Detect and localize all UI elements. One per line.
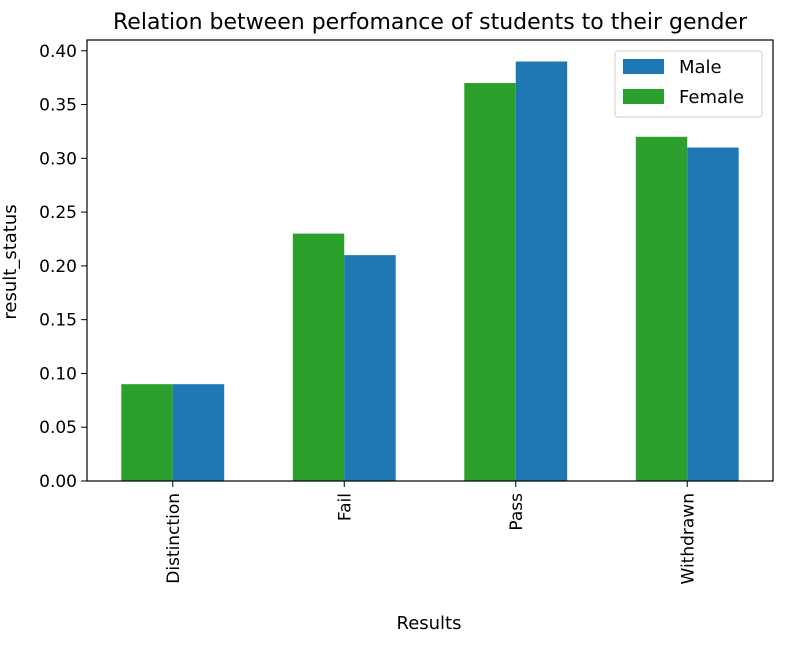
- bar-female-distinction: [121, 384, 173, 481]
- bar-male-distinction: [172, 384, 225, 481]
- y-tick-label: 0.30: [39, 149, 77, 169]
- x-tick-label: Withdrawn: [678, 493, 698, 584]
- x-tick-label: Pass: [507, 493, 527, 531]
- legend-label-female: Female: [679, 87, 744, 108]
- y-axis: 0.00 0.05 0.10 0.15 0.20 0.25 0.30 0.35 0.40: [39, 42, 87, 492]
- bar-male-pass: [515, 61, 568, 481]
- y-tick-label: 0.15: [39, 311, 77, 331]
- bars: [121, 61, 739, 482]
- y-tick-label: 0.00: [39, 472, 77, 492]
- bar-male-fail: [344, 255, 396, 481]
- legend-swatch-female: [623, 89, 664, 104]
- y-tick-label: 0.25: [39, 203, 77, 223]
- bar-female-withdrawn: [635, 136, 688, 481]
- y-tick-label: 0.35: [39, 96, 77, 116]
- chart-title: Relation between perfomance of students …: [113, 10, 748, 35]
- bar-female-fail: [292, 233, 345, 481]
- x-axis-label: Results: [397, 613, 462, 634]
- legend: Male Female: [614, 50, 763, 118]
- legend-label-male: Male: [679, 57, 722, 78]
- legend-swatch-male: [623, 59, 664, 74]
- plot-frame: [86, 39, 774, 482]
- bar-female-pass: [464, 83, 516, 482]
- y-tick-label: 0.10: [39, 364, 77, 384]
- x-tick-label: Fail: [335, 493, 355, 521]
- y-tick-label: 0.05: [39, 418, 77, 438]
- y-axis-label: result_status: [0, 204, 21, 319]
- y-tick-label: 0.20: [39, 257, 77, 277]
- bar-male-withdrawn: [687, 147, 739, 481]
- x-axis: Distinction Fail Pass Withdrawn: [164, 481, 698, 584]
- y-tick-label: 0.40: [39, 42, 77, 62]
- x-tick-label: Distinction: [164, 493, 184, 584]
